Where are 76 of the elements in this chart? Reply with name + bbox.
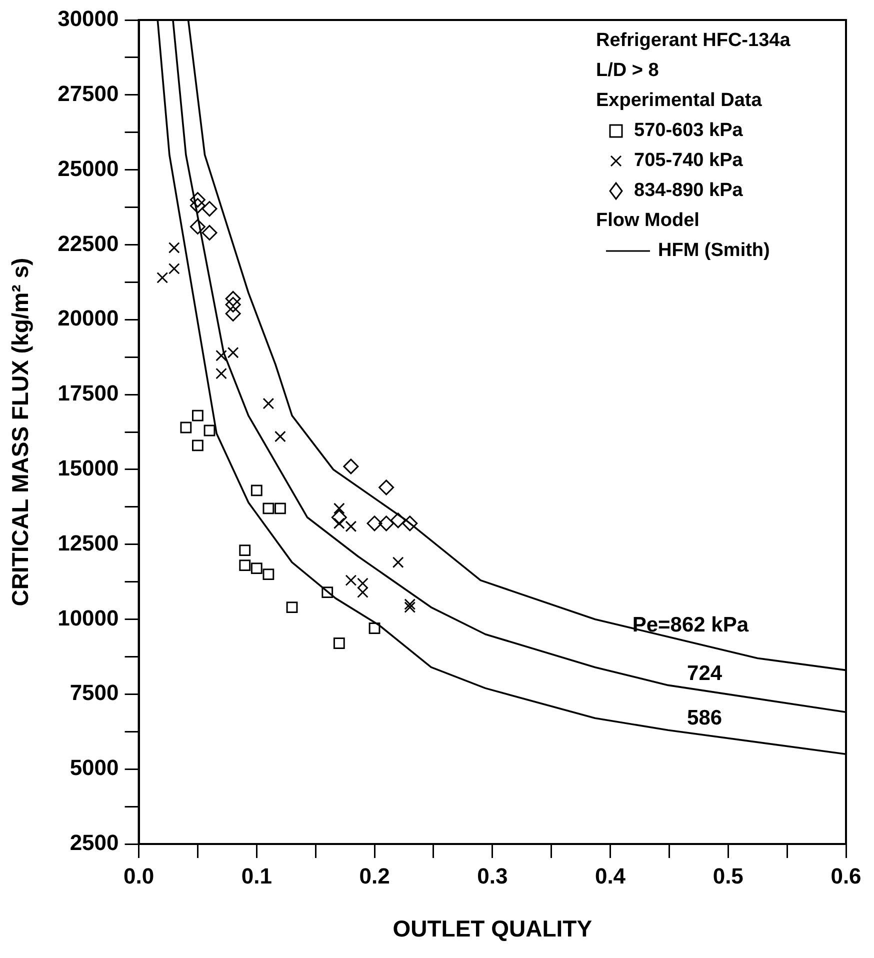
- annotation: Experimental Data: [596, 89, 763, 113]
- x-tick-label: 0.6: [830, 863, 862, 888]
- point: [168, 242, 180, 254]
- point: [390, 512, 406, 528]
- point: [286, 602, 298, 613]
- point: [239, 560, 251, 572]
- y-tick-label: 20000: [58, 306, 119, 331]
- point: [366, 516, 382, 532]
- point: [227, 346, 239, 358]
- series-label: 724: [687, 662, 722, 686]
- point: [322, 586, 334, 598]
- point: [192, 440, 204, 452]
- point: [202, 224, 218, 240]
- series-label: Pe=862 kPa: [632, 613, 749, 636]
- y-tick-label: 7500: [70, 680, 119, 706]
- point: [392, 556, 404, 568]
- point: [343, 458, 359, 474]
- annotation: HFM (Smith): [658, 239, 770, 263]
- point: [378, 480, 394, 496]
- y-tick-label: 25000: [58, 156, 119, 181]
- legend-label: 834-890 kPa: [634, 179, 743, 203]
- y-axis-title: CRITICAL MASS FLUX (kg/m² s): [7, 258, 34, 606]
- point: [333, 638, 345, 649]
- x-tick-label: 0.3: [477, 863, 508, 888]
- x-tick-label: 0.2: [359, 863, 390, 888]
- point: [204, 424, 216, 436]
- point: [404, 598, 416, 610]
- x-axis-title: OUTLET QUALITY: [392, 916, 592, 942]
- point: [345, 520, 357, 532]
- point: [225, 306, 241, 322]
- point: [262, 568, 274, 580]
- x-tick-label: 0.0: [123, 863, 154, 888]
- y-tick-label: 30000: [58, 6, 119, 32]
- point: [216, 368, 227, 380]
- point: [274, 430, 286, 442]
- point: [239, 544, 251, 556]
- point: [192, 410, 204, 422]
- point: [180, 422, 192, 434]
- point: [404, 602, 416, 613]
- point: [190, 219, 206, 234]
- y-tick-label: 12500: [58, 530, 119, 556]
- x-tick-label: 0.1: [241, 863, 272, 888]
- point: [331, 510, 347, 526]
- annotation: L/D > 8: [596, 59, 660, 83]
- y-tick-label: 17500: [58, 380, 119, 406]
- point: [168, 263, 180, 274]
- point: [202, 201, 218, 217]
- y-tick-label: 10000: [58, 605, 119, 630]
- series-label: 586: [687, 706, 722, 730]
- point: [250, 562, 262, 574]
- y-tick-label: 15000: [58, 456, 119, 481]
- point: [378, 516, 394, 532]
- point: [333, 502, 345, 514]
- point: [345, 574, 357, 586]
- point: [402, 516, 418, 532]
- point: [262, 398, 274, 410]
- y-tick-label: 2500: [70, 830, 119, 856]
- y-tick-label: 5000: [70, 755, 119, 780]
- x-tick-label: 0.5: [712, 863, 744, 888]
- point: [225, 296, 241, 312]
- legend-label: 570-603 kPa: [634, 119, 743, 143]
- point: [190, 198, 206, 214]
- point: [156, 272, 168, 284]
- annotation: Refrigerant HFC-134a: [596, 29, 790, 53]
- point: [368, 622, 380, 634]
- point: [225, 290, 241, 306]
- point: [216, 350, 227, 362]
- point: [262, 502, 274, 514]
- point: [274, 502, 286, 514]
- y-tick-label: 27500: [58, 80, 119, 106]
- x-tick-label: 0.4: [594, 863, 626, 888]
- point: [190, 192, 206, 208]
- point: [250, 484, 262, 496]
- annotation: Flow Model: [596, 209, 700, 233]
- y-tick-label: 22500: [58, 230, 119, 256]
- legend-label: 705-740 kPa: [634, 149, 743, 173]
